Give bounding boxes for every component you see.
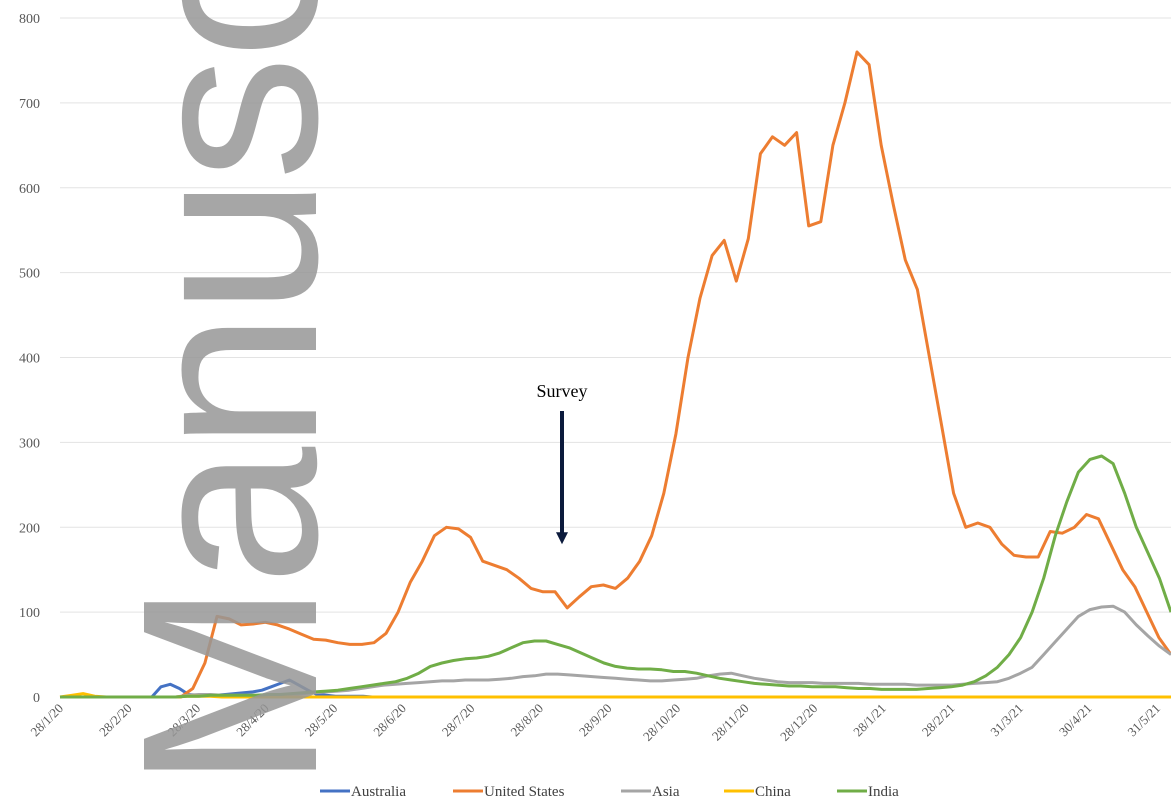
y-tick-label: 800: [19, 12, 40, 27]
y-tick-label: 0: [33, 691, 40, 706]
y-tick-label: 600: [19, 182, 40, 197]
x-tick-label: 28/11/20: [709, 701, 752, 744]
annotation-arrowhead: [556, 532, 568, 545]
x-tick-label: 28/5/20: [302, 701, 341, 740]
x-tick-label: 31/3/21: [987, 701, 1026, 740]
annotation-label: Survey: [537, 381, 588, 401]
x-tick-label: 28/2/21: [919, 701, 958, 740]
x-tick-label: 28/2/20: [96, 701, 135, 740]
x-tick-label: 28/10/20: [640, 701, 683, 744]
survey-annotation: Survey: [537, 381, 588, 545]
x-tick-label: 28/3/20: [165, 701, 204, 740]
legend: Australia United States Asia China India: [320, 784, 899, 800]
x-tick-label: 28/7/20: [439, 701, 478, 740]
x-tick-label: 28/9/20: [576, 701, 615, 740]
x-tick-label: 28/8/20: [507, 701, 546, 740]
x-tick-label: 31/5/21: [1124, 701, 1163, 740]
x-tick-label: 28/1/20: [27, 701, 66, 740]
legend-label-china: China: [755, 784, 791, 800]
x-tick-label: 28/12/20: [777, 701, 820, 744]
series-line-india: [60, 454, 1171, 699]
y-tick-label: 400: [19, 352, 40, 367]
y-tick-label: 700: [19, 97, 40, 112]
x-tick-label: 28/6/20: [370, 701, 409, 740]
y-tick-label: 300: [19, 436, 40, 451]
y-axis-ticks: 0 100 200 300 400 500 600 700 800: [19, 12, 40, 706]
x-tick-label: 30/4/21: [1056, 701, 1095, 740]
x-tick-label: 28/4/20: [233, 701, 272, 740]
x-axis-ticks: 28/1/20 28/2/20 28/3/20 28/4/20 28/5/20 28/6/…: [27, 701, 1163, 744]
y-tick-label: 100: [19, 606, 40, 621]
series-line-united-states: [60, 50, 1171, 699]
y-tick-label: 200: [19, 521, 40, 536]
gridlines: [60, 17, 1171, 698]
series-line-china: [59, 692, 1171, 699]
y-tick-label: 500: [19, 267, 40, 282]
series-lines: [59, 50, 1171, 699]
legend-label-india: India: [868, 784, 899, 800]
legend-label-australia: Australia: [351, 784, 406, 800]
legend-label-asia: Asia: [652, 784, 680, 800]
legend-label-united-states: United States: [484, 784, 565, 800]
x-tick-label: 28/1/21: [850, 701, 889, 740]
